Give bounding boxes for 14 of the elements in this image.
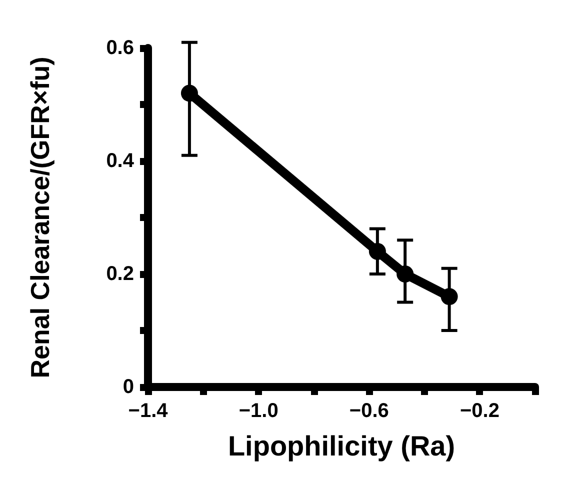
y-tick-label: 0.2	[106, 263, 134, 285]
y-tick-label: 0.6	[106, 37, 134, 59]
y-tick-label: 0.4	[106, 150, 135, 172]
point	[440, 288, 458, 306]
point	[180, 84, 198, 102]
x-tick-label: −0.2	[460, 400, 500, 422]
x-tick-label: −1.4	[128, 400, 169, 422]
x-tick-label: −0.6	[349, 400, 389, 422]
y-tick-label: 0	[122, 376, 134, 398]
point	[396, 266, 414, 282]
y-axis-title: Renal Clearance/(GFR×fu)	[25, 56, 55, 378]
x-axis-title: Lipophilicity (Ra)	[228, 430, 456, 462]
point	[368, 242, 386, 260]
x-tick-label: −1.0	[238, 400, 278, 422]
